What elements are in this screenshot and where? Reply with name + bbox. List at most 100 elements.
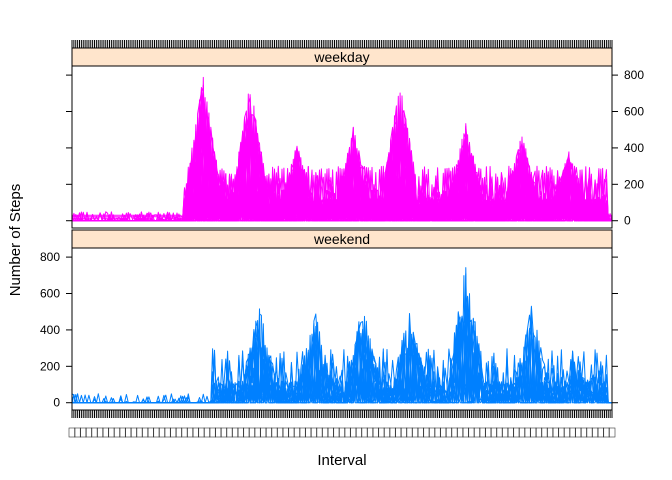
x-tick-label-glyph: [141, 427, 149, 438]
x-tick-label-glyph: [136, 427, 143, 438]
weekend-series-group: [71, 267, 612, 404]
x-tick-label-glyph: [394, 427, 402, 438]
x-axis-bottom-ticks: [71, 410, 613, 418]
x-tick-label-glyph: [479, 427, 486, 438]
x-tick-label-glyph: [259, 427, 267, 438]
x-tick-label-glyph: [310, 427, 318, 438]
x-tick-label-glyph: [209, 427, 216, 438]
x-tick-label-glyph: [276, 427, 284, 438]
x-tick-label-glyph: [299, 427, 306, 438]
panel-weekend: weekend 0 200 400 600 800: [40, 229, 618, 411]
weekend-strip-label: weekend: [313, 231, 370, 247]
x-tick-label-glyph: [282, 427, 290, 438]
x-tick-label-glyph: [243, 427, 250, 438]
x-tick-label-glyph: [501, 427, 509, 438]
y-axis-title: Number of Steps: [7, 184, 24, 297]
x-tick-label-glyph: [85, 427, 93, 438]
x-tick-label-glyph: [68, 427, 76, 438]
weekday-panel-frame: [71, 65, 613, 229]
x-tick-label-glyph: [79, 427, 87, 438]
x-tick-label-glyph: [541, 427, 548, 438]
x-tick-label-glyph: [518, 427, 526, 438]
x-tick-label-glyph: [254, 427, 261, 438]
x-tick-label-glyph: [124, 427, 132, 438]
x-tick-label-glyph: [321, 427, 329, 438]
x-tick-label-glyph: [451, 427, 458, 438]
x-tick-label-glyph: [293, 427, 301, 438]
x-tick-label-glyph: [91, 427, 98, 438]
x-tick-label-glyph: [203, 427, 211, 438]
x-tick-label-glyph: [220, 427, 228, 438]
x-tick-label-glyph: [102, 427, 110, 438]
y-tick-label: 0: [53, 396, 60, 410]
weekday-strip-label: weekday: [313, 49, 369, 65]
y-tick-label: 0: [624, 214, 631, 228]
series-line: [72, 319, 612, 404]
x-tick-label-glyph: [316, 427, 323, 438]
x-tick-label-glyph: [186, 427, 194, 438]
x-tick-label-glyph: [608, 427, 616, 438]
y-tick-label: 800: [624, 68, 644, 82]
x-tick-label-glyph: [119, 427, 126, 438]
x-tick-label-glyph: [383, 427, 391, 438]
weekday-series-group: [71, 76, 613, 222]
x-tick-label-glyph: [327, 427, 335, 438]
x-tick-label-glyph: [271, 427, 278, 438]
x-tick-label-glyph: [153, 427, 160, 438]
y-tick-label: 200: [40, 359, 60, 373]
x-tick-label-glyph: [237, 427, 245, 438]
x-tick-label-glyph: [434, 427, 441, 438]
x-tick-label-glyph: [147, 427, 155, 438]
x-tick-label-glyph: [406, 427, 413, 438]
y-tick-label: 800: [40, 250, 60, 264]
x-tick-label-glyph: [462, 427, 470, 438]
x-tick-label-glyph: [372, 427, 380, 438]
x-tick-label-glyph: [169, 427, 177, 438]
x-tick-label-glyph: [108, 427, 115, 438]
y-tick-label: 600: [624, 105, 644, 119]
x-tick-label-glyph: [513, 427, 520, 438]
x-tick-label-glyph: [484, 427, 492, 438]
x-tick-label-glyph: [445, 427, 453, 438]
x-tick-label-glyph: [389, 427, 396, 438]
x-tick-label-glyph: [563, 427, 571, 438]
x-tick-label-glyph: [456, 427, 464, 438]
x-tick-label-glyph: [473, 427, 481, 438]
x-tick-label-glyph: [130, 427, 138, 438]
x-axis-tick-labels: [68, 427, 616, 438]
x-tick-label-glyph: [113, 427, 121, 438]
x-axis-title: Interval: [317, 452, 366, 469]
weekend-y-axis: 0 200 400 600 800: [40, 250, 618, 410]
x-tick-label-glyph: [378, 427, 385, 438]
x-tick-label-glyph: [603, 427, 610, 438]
x-tick-label-glyph: [597, 427, 605, 438]
x-tick-label-glyph: [496, 427, 503, 438]
x-tick-label-glyph: [423, 427, 430, 438]
y-tick-label: 400: [624, 141, 644, 155]
x-tick-label-glyph: [231, 427, 239, 438]
panel-weekday: weekday 0 200 400 600 800: [66, 47, 644, 229]
x-tick-label-glyph: [439, 427, 447, 438]
x-tick-label-glyph: [529, 427, 537, 438]
x-tick-label-glyph: [226, 427, 233, 438]
x-tick-label-glyph: [591, 427, 599, 438]
y-tick-label: 600: [40, 287, 60, 301]
x-tick-label-glyph: [338, 427, 346, 438]
x-tick-label-glyph: [214, 427, 222, 438]
x-tick-label-glyph: [355, 427, 363, 438]
x-tick-label-glyph: [546, 427, 554, 438]
x-tick-label-glyph: [192, 427, 200, 438]
x-tick-label-glyph: [507, 427, 515, 438]
x-tick-label-glyph: [569, 427, 576, 438]
x-tick-label-glyph: [417, 427, 425, 438]
x-tick-label-glyph: [304, 427, 312, 438]
x-tick-label-glyph: [96, 427, 104, 438]
x-tick-label-glyph: [400, 427, 408, 438]
x-tick-label-glyph: [558, 427, 565, 438]
x-tick-label-glyph: [574, 427, 582, 438]
x-tick-label-glyph: [175, 427, 183, 438]
x-tick-label-glyph: [490, 427, 498, 438]
x-tick-label-glyph: [428, 427, 436, 438]
x-tick-label-glyph: [333, 427, 340, 438]
